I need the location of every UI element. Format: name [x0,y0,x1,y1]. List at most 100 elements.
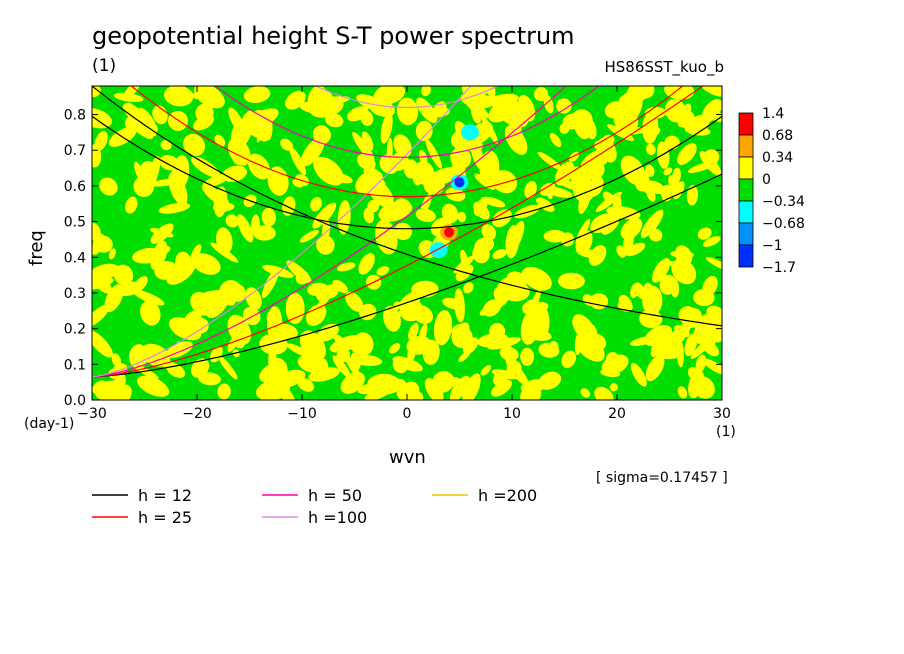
field-cell [111,353,122,367]
field-cell [315,281,339,311]
field-cell [360,110,374,126]
field-cell [425,139,442,169]
colorbar-label-7: −1.7 [762,260,796,276]
field-cell [94,131,108,152]
field-cell [190,244,202,261]
field-cell [474,173,496,190]
field-cell [393,134,412,158]
field-cell [297,354,325,374]
field-cell [604,101,626,119]
y-tick-label-6: 0.6 [64,179,86,195]
field-cell [312,202,337,229]
field-cell [634,170,650,192]
field-cell [190,291,214,316]
field-cell [393,222,413,241]
field-cell [325,113,344,128]
x-tick-label-2: −10 [287,406,317,422]
y-tick-label-8: 0.8 [64,108,86,124]
field-cell [460,249,469,271]
field-cell [639,309,663,329]
field-cell [445,187,466,202]
field-cell [158,202,191,214]
x-axis-label: wvn [389,447,426,468]
field-cell [676,338,684,368]
field-cell [687,367,702,382]
legend-label-2: h = 50 [308,486,362,505]
field-cell [125,196,138,214]
field-cell [266,306,283,340]
field-cell [306,304,327,326]
field-cell [412,163,425,186]
field-cell [345,291,364,312]
field-cell [605,139,613,147]
y-tick-label-1: 0.1 [64,357,86,373]
field-cell [577,323,598,348]
field-cell [285,343,312,358]
field-cell [687,160,718,173]
field-cell [549,340,559,350]
colorbar-bin-3 [738,178,754,202]
field-cell [463,282,474,294]
field-cell [483,86,496,98]
kelvin-curve-2 [92,86,567,378]
field-cell [677,386,688,399]
field-cell [549,133,562,148]
colorbar-label-4: −0.34 [762,194,805,210]
field-cell [618,294,633,312]
field-cell [655,334,672,355]
chart-title: geopotential height S-T power spectrum [92,22,575,50]
field-cell [537,151,563,171]
field-cell [421,86,431,97]
field-cell [108,248,116,260]
field-cell [575,218,591,245]
field-cell [110,391,121,400]
field-cell [492,249,507,260]
field-cell [580,148,612,172]
field-cell [289,147,307,176]
field-cell [376,266,390,276]
field-cell [292,179,304,188]
y-tick-label-4: 0.4 [64,250,86,266]
field-cell [357,383,381,395]
field-cell [634,282,646,300]
field-cell [299,229,319,243]
field-cell [408,323,419,341]
field-cell [705,256,722,272]
field-cell [150,240,168,271]
field-cell [492,370,508,387]
field-cell [112,373,126,395]
field-cell [491,172,507,183]
kelvin-curve-1 [92,86,704,378]
field-cell [92,235,113,253]
field-cell [420,193,432,215]
field-cell [609,383,618,392]
field-cell [672,167,681,184]
field-cell [216,227,233,254]
field-cell [415,208,436,223]
field-cell [394,198,412,215]
field-cell [699,86,722,97]
field-cell [261,207,276,227]
y-tick-label-2: 0.2 [64,322,86,338]
field-cell [225,214,239,228]
field-cell [137,107,158,137]
colorbar-bin-5 [738,222,754,246]
field-cell [533,87,549,102]
field-cell [317,323,339,342]
field-cell [259,333,288,355]
field-cell [656,141,670,169]
y-tick-label-0: 0.0 [64,393,86,409]
x-tick-label-5: 20 [608,406,626,422]
field-cell [183,133,206,157]
field-cell [702,275,718,297]
colorbar-label-1: 0.68 [762,128,793,144]
field-cell [441,203,459,224]
field-cell [481,196,506,208]
field-cell [521,266,552,291]
legend-label-4: h =200 [478,486,537,505]
field-cell [92,304,110,328]
field-cell [312,125,331,144]
field-cell [389,343,401,354]
field-cell [573,179,595,202]
field-cell [457,211,467,223]
